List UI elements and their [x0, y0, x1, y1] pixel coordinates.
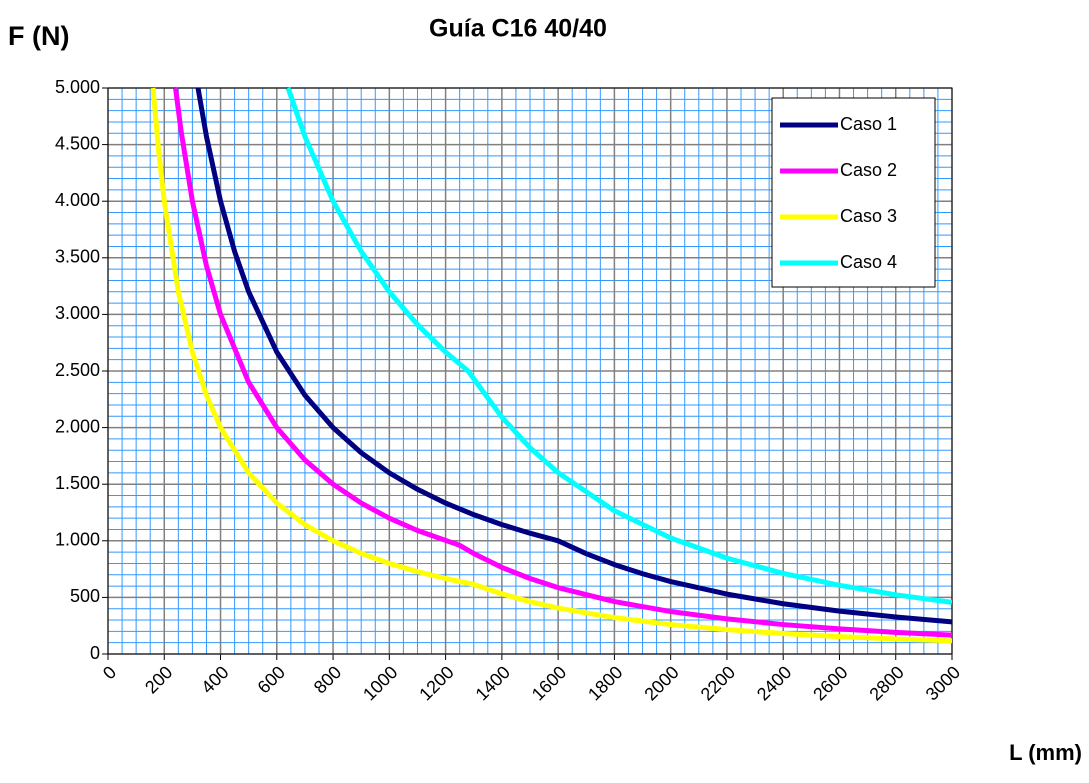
- y-tick-label: 1.500: [55, 473, 100, 493]
- x-tick-label: 400: [197, 662, 232, 697]
- y-tick-label: 4.000: [55, 190, 100, 210]
- x-tick-label: 1200: [415, 662, 457, 704]
- x-tick-label: 2200: [697, 662, 739, 704]
- x-tick-label: 0: [99, 662, 120, 683]
- plot-border: [107, 87, 953, 655]
- legend-label: Caso 2: [840, 160, 897, 180]
- chart-title: Guía C16 40/40: [429, 15, 607, 43]
- x-tick-label: 1600: [528, 662, 570, 704]
- y-tick-label: 2.500: [55, 360, 100, 380]
- y-tick-label: 4.500: [55, 133, 100, 153]
- legend-label: Caso 4: [840, 252, 897, 272]
- series-line: [285, 87, 952, 605]
- series-line: [195, 87, 952, 625]
- legend-label: Caso 1: [840, 114, 897, 134]
- y-tick-label: 3.500: [55, 247, 100, 267]
- x-tick-label: 600: [254, 662, 289, 697]
- y-tick-label: 3.000: [55, 303, 100, 323]
- series-line: [173, 87, 952, 638]
- y-tick-label: 2.000: [55, 416, 100, 436]
- x-tick-label: 200: [141, 662, 176, 697]
- x-tick-label: 2800: [865, 662, 907, 704]
- x-tick-label: 1000: [359, 662, 401, 704]
- x-axis-label: L (mm): [1009, 740, 1082, 765]
- x-tick-label: 2400: [753, 662, 795, 704]
- x-tick-label: 1400: [472, 662, 514, 704]
- legend-box: [771, 97, 936, 288]
- x-tick-label: 1800: [584, 662, 626, 704]
- y-tick-label: 1.000: [55, 530, 100, 550]
- series-line: [150, 87, 952, 644]
- y-tick-label: 5.000: [55, 77, 100, 97]
- y-tick-label: 0: [90, 643, 100, 663]
- legend-label: Caso 3: [840, 206, 897, 226]
- x-tick-label: 2600: [809, 662, 851, 704]
- x-tick-label: 2000: [640, 662, 682, 704]
- y-tick-label: 500: [70, 586, 100, 606]
- y-axis-label: F (N): [8, 21, 69, 51]
- x-tick-label: 3000: [922, 662, 964, 704]
- x-tick-label: 800: [310, 662, 345, 697]
